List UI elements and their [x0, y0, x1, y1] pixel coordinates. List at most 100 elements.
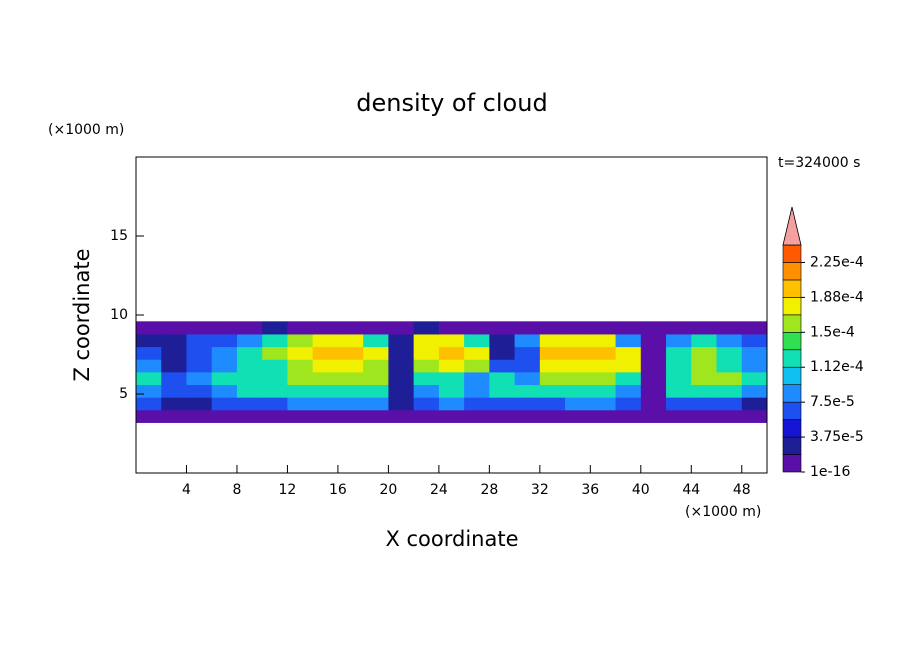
field-cell — [136, 346, 162, 360]
field-cell — [413, 321, 440, 335]
field-cell — [489, 346, 516, 360]
field-cell — [716, 333, 743, 348]
colorbar-band — [782, 279, 802, 298]
field-cell — [438, 397, 465, 411]
field-cell — [691, 371, 718, 386]
field-cell — [640, 397, 667, 411]
colorbar-band — [782, 384, 802, 403]
field-cell — [691, 409, 718, 423]
colorbar-tick-label: 1.5e-4 — [810, 324, 855, 340]
field-cell — [363, 359, 389, 373]
field-cell — [211, 321, 238, 335]
field-cell — [262, 321, 288, 335]
field-cell — [464, 371, 490, 386]
field-cell — [262, 384, 288, 398]
field-cell — [438, 333, 465, 348]
field-cell — [161, 371, 187, 386]
field-cell — [287, 371, 314, 386]
field-cell — [136, 333, 162, 348]
field-cell — [666, 397, 692, 411]
field-cell — [413, 371, 440, 386]
field-cell — [741, 346, 768, 360]
field-cell — [565, 397, 591, 411]
field-cell — [136, 384, 162, 398]
field-cell — [716, 321, 743, 335]
field-cell — [666, 384, 692, 398]
field-cell — [666, 359, 692, 373]
field-cell — [161, 397, 187, 411]
field-cell — [489, 321, 516, 335]
field-cell — [337, 409, 364, 423]
field-cell — [388, 409, 415, 423]
field-cell — [640, 359, 667, 373]
y-tick-label: 5 — [119, 386, 128, 402]
field-cell — [590, 371, 617, 386]
field-cell — [287, 409, 314, 423]
field-cell — [539, 409, 566, 423]
field-cell — [590, 384, 617, 398]
field-cell — [312, 333, 339, 348]
field-cell — [716, 359, 743, 373]
field-cell — [186, 321, 213, 335]
field-cell — [287, 397, 314, 411]
field-cell — [741, 384, 768, 398]
field-cell — [539, 397, 566, 411]
field-cell — [539, 371, 566, 386]
field-cell — [186, 333, 213, 348]
field-cell — [691, 321, 718, 335]
field-cell — [691, 346, 718, 360]
field-cell — [312, 397, 339, 411]
field-cell — [161, 359, 187, 373]
field-cell — [565, 384, 591, 398]
field-cell — [514, 346, 541, 360]
field-cell — [186, 346, 213, 360]
field-cell — [716, 384, 743, 398]
field-cell — [312, 359, 339, 373]
field-cell — [489, 371, 516, 386]
field-cell — [716, 371, 743, 386]
field-cell — [741, 371, 768, 386]
field-cell — [312, 346, 339, 360]
colorbar-band — [782, 401, 802, 420]
field-cell — [565, 346, 591, 360]
field-cell — [438, 409, 465, 423]
field-cell — [236, 397, 263, 411]
field-cell — [514, 397, 541, 411]
field-cell — [489, 333, 516, 348]
field-cell — [640, 321, 667, 335]
field-cell — [136, 397, 162, 411]
x-tick-label: 40 — [632, 482, 650, 498]
field-cell — [388, 384, 415, 398]
y-unit: (×1000 m) — [48, 122, 124, 138]
field-cell — [741, 333, 768, 348]
field-cell — [161, 346, 187, 360]
field-cell — [136, 359, 162, 373]
field-cell — [691, 384, 718, 398]
field-cell — [262, 371, 288, 386]
field-cell — [615, 333, 642, 348]
field-cell — [565, 409, 591, 423]
field-cell — [236, 359, 263, 373]
field-cell — [691, 333, 718, 348]
colorbar-band — [782, 454, 802, 473]
field-cell — [186, 371, 213, 386]
field-cell — [211, 384, 238, 398]
field-cell — [590, 346, 617, 360]
x-tick-label: 28 — [480, 482, 498, 498]
field-cell — [615, 321, 642, 335]
colorbar-band — [782, 297, 802, 316]
field-cell — [691, 397, 718, 411]
field-cell — [388, 397, 415, 411]
field-cell — [337, 384, 364, 398]
field-cell — [489, 384, 516, 398]
field-cell — [337, 333, 364, 348]
field-cell — [438, 321, 465, 335]
field-cell — [615, 384, 642, 398]
field-cell — [666, 321, 692, 335]
x-tick-label: 12 — [279, 482, 297, 498]
y-axis-label: Z coordinate — [70, 248, 94, 381]
field-cell — [236, 346, 263, 360]
field-cell — [741, 321, 768, 335]
x-tick-label: 8 — [232, 482, 241, 498]
field-cell — [464, 346, 490, 360]
